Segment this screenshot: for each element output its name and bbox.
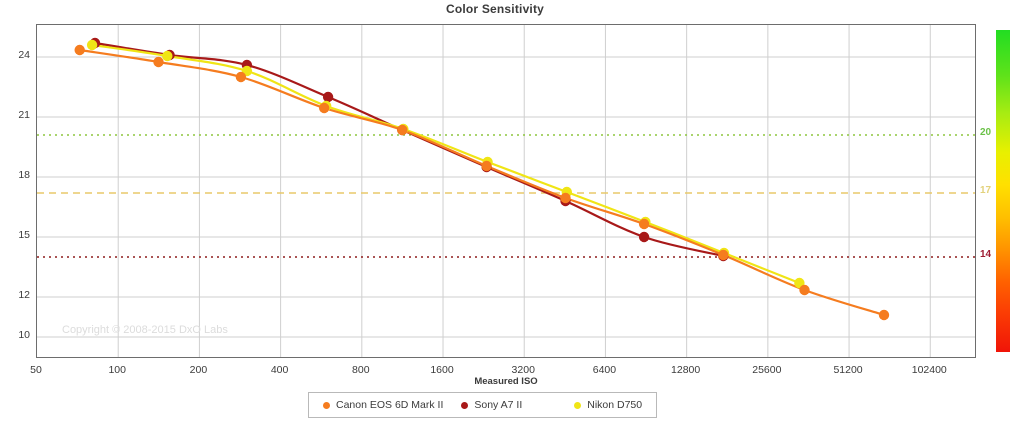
- y-axis-tick-label: 24: [18, 49, 30, 61]
- x-axis-tick-label: 400: [270, 364, 289, 376]
- x-axis-label: Measured ISO: [474, 376, 538, 387]
- series-line: [91, 43, 801, 285]
- x-axis-tick-label: 25600: [752, 364, 782, 376]
- color-gradient: [996, 30, 1010, 352]
- data-point[interactable]: [86, 39, 98, 51]
- x-axis-tick-label: 51200: [833, 364, 863, 376]
- data-point[interactable]: [74, 44, 85, 56]
- data-point[interactable]: [322, 91, 334, 103]
- x-axis-tick-label: 50: [30, 364, 42, 376]
- legend-marker-sony: [461, 401, 469, 409]
- legend-label-canon: Canon EOS 6D Mark II: [336, 399, 444, 411]
- reference-label-17: 17: [980, 185, 992, 196]
- reference-label-20: 20: [980, 127, 992, 138]
- data-point[interactable]: [878, 309, 890, 321]
- gridlines: [37, 25, 975, 357]
- page-title: Color Sensitivity: [445, 2, 545, 16]
- x-axis-tick-label: 102400: [911, 364, 947, 376]
- data-point[interactable]: [799, 284, 810, 296]
- data-point[interactable]: [235, 71, 247, 83]
- series-line: [93, 41, 725, 258]
- chart-legend: Canon EOS 6D Mark II Sony A7 II Nikon D7…: [308, 392, 658, 418]
- y-axis-tick-label: 12: [18, 289, 30, 301]
- data-point[interactable]: [319, 102, 330, 114]
- x-axis-tick-label: 100: [108, 364, 126, 376]
- legend-label-nikon: Nikon D750: [587, 399, 643, 411]
- series-line: [78, 48, 886, 317]
- legend-item-nikon[interactable]: Nikon D750: [574, 399, 642, 411]
- x-axis-tick-label: 1600: [430, 364, 454, 376]
- x-axis-tick-label: 3200: [511, 364, 535, 376]
- data-point[interactable]: [560, 192, 571, 204]
- y-axis-tick-label: 10: [18, 329, 30, 341]
- y-axis-tick-label: 15: [18, 229, 30, 241]
- legend-marker-canon: [323, 401, 330, 409]
- data-point[interactable]: [397, 124, 408, 136]
- data-point[interactable]: [718, 249, 729, 261]
- data-series: [74, 37, 890, 321]
- plot-area: [36, 24, 976, 358]
- data-point[interactable]: [162, 50, 173, 62]
- legend-item-canon[interactable]: Canon EOS 6D Mark II: [323, 399, 443, 411]
- plot-canvas: [37, 25, 975, 357]
- data-point[interactable]: [638, 218, 650, 230]
- legend-item-sony[interactable]: Sony A7 II: [461, 399, 522, 411]
- x-axis-tick-label: 6400: [592, 364, 617, 376]
- reference-label-14: 14: [980, 249, 992, 260]
- y-axis-tick-label: 21: [18, 109, 30, 121]
- reference-lines: [37, 134, 975, 258]
- y-axis-tick-label: 18: [18, 169, 30, 181]
- x-axis-tick-label: 200: [189, 364, 208, 376]
- data-point[interactable]: [481, 160, 492, 172]
- data-point[interactable]: [153, 56, 164, 68]
- x-axis-tick-label: 800: [352, 364, 370, 376]
- legend-marker-nikon: [574, 401, 582, 409]
- color-scale-bar: [996, 30, 1010, 352]
- data-point[interactable]: [638, 231, 650, 243]
- x-axis-tick-label: 12800: [671, 364, 701, 376]
- legend-label-sony: Sony A7 II: [474, 399, 523, 411]
